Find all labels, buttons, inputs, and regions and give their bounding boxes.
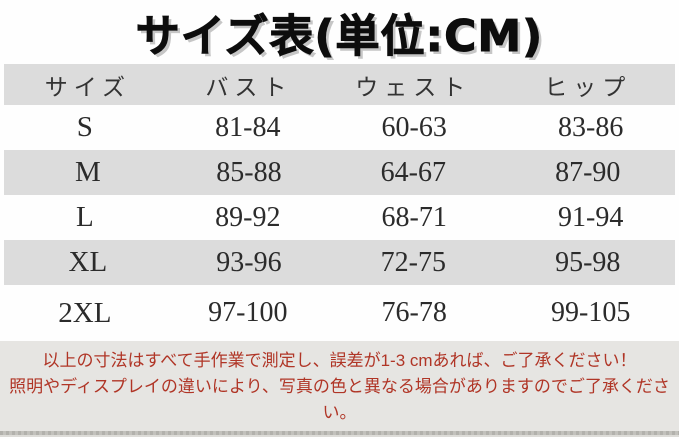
table-row: M 85-88 64-67 87-90 xyxy=(4,150,675,195)
bust-cell: 85-88 xyxy=(216,156,282,188)
disclaimer-notes: 以上の寸法はすべて手作業で測定し、誤差が1-3 cmあれば、ご了承ください！ 照… xyxy=(0,341,679,431)
size-table: サイズ バスト ウェスト ヒップ S 81-84 60-63 83-86 M 8… xyxy=(0,64,679,341)
table-row: XL 93-96 72-75 95-98 xyxy=(4,240,675,285)
bust-cell: 89-92 xyxy=(215,201,281,233)
size-cell: 2XL xyxy=(58,296,112,329)
note-measurement: 以上の寸法はすべて手作業で測定し、誤差が1-3 cmあれば、ご了承ください！ xyxy=(42,351,637,370)
table-header-row: サイズ バスト ウェスト ヒップ xyxy=(4,64,675,105)
size-cell: M xyxy=(74,156,101,188)
header-hip: ヒップ xyxy=(544,74,632,100)
size-cell: XL xyxy=(68,246,108,278)
hip-cell: 87-90 xyxy=(555,156,621,188)
page-title: サイズ表(単位:CM) xyxy=(135,11,544,63)
header-bust: バスト xyxy=(205,74,293,100)
waist-cell: 64-67 xyxy=(380,156,446,188)
waist-cell: 72-75 xyxy=(380,246,446,278)
hip-cell: 83-86 xyxy=(558,111,624,143)
waist-cell: 60-63 xyxy=(381,111,447,143)
hip-cell: 91-94 xyxy=(558,201,624,233)
bust-cell: 97-100 xyxy=(208,297,288,328)
waist-cell: 76-78 xyxy=(381,297,447,328)
header-size: サイズ xyxy=(44,74,132,100)
hip-cell: 95-98 xyxy=(555,246,621,278)
waist-cell: 68-71 xyxy=(381,201,447,233)
size-cell: S xyxy=(76,111,93,143)
header-waist: ウェスト xyxy=(355,74,472,100)
hip-cell: 99-105 xyxy=(551,297,631,328)
size-cell: L xyxy=(76,201,94,233)
note-color: 照明やディスプレイの違いにより、写真の色と異なる場合がありますのでご了承ください… xyxy=(9,377,670,422)
bottom-border xyxy=(0,431,679,437)
table-row: L 89-92 68-71 91-94 xyxy=(0,195,679,240)
bust-cell: 81-84 xyxy=(215,111,281,143)
table-row: 2XL 97-100 76-78 99-105 xyxy=(0,285,679,341)
bust-cell: 93-96 xyxy=(216,246,282,278)
table-row: S 81-84 60-63 83-86 xyxy=(0,105,679,150)
